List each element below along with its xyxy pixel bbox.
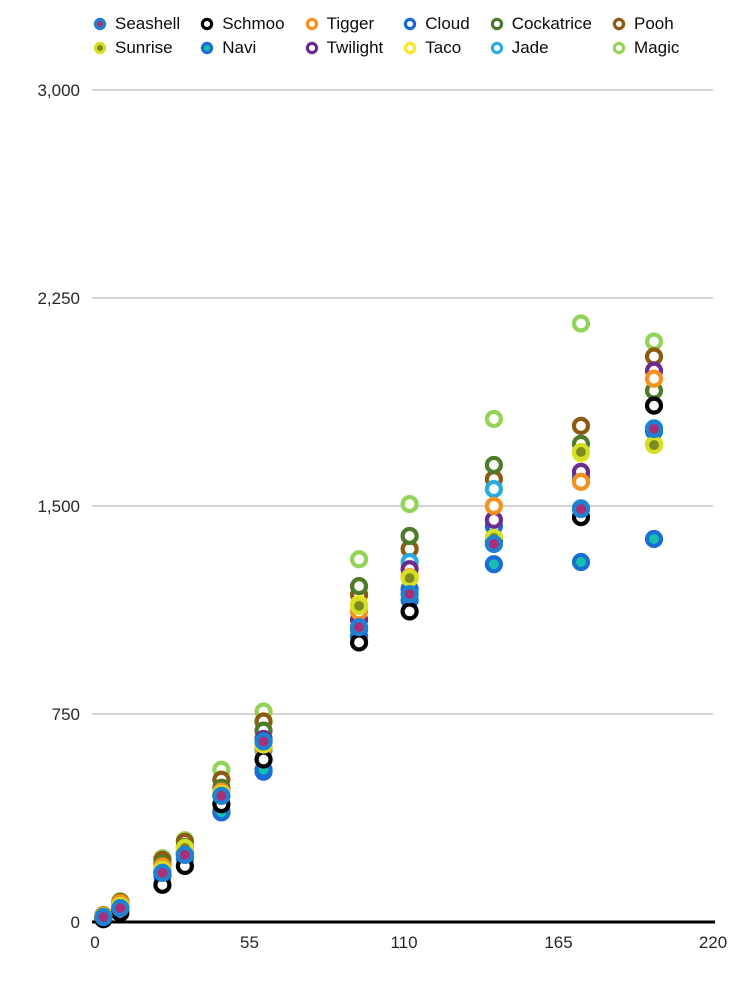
legend-label: Tigger xyxy=(326,14,375,33)
point-sunrise-173 xyxy=(571,442,591,462)
x-tick-label-110: 110 xyxy=(390,933,417,952)
point-pooh-173 xyxy=(571,416,591,435)
y-tick-label-1500: 1,500 xyxy=(37,497,80,516)
taco-marker-icon xyxy=(404,41,417,55)
point-schmoo-112 xyxy=(400,602,419,621)
point-sunrise-94 xyxy=(349,596,369,615)
point-cockatrice-142 xyxy=(484,455,503,475)
y-tick-label-2250: 2,250 xyxy=(37,289,80,308)
point-sunrise-112 xyxy=(400,569,419,588)
legend-item-seashell: Seashell xyxy=(93,14,180,34)
cloud-marker-icon xyxy=(404,17,417,31)
legend-item-pooh: Pooh xyxy=(612,14,679,34)
y-tick-label-750: 750 xyxy=(52,705,80,724)
magic-marker-icon xyxy=(612,41,626,55)
legend-label: Magic xyxy=(634,38,680,57)
legend-item-taco: Taco xyxy=(403,38,469,58)
y-tick-label-3000: 3,000 xyxy=(37,81,80,100)
point-magic-94 xyxy=(349,550,369,569)
point-cockatrice-112 xyxy=(400,526,419,546)
y-tick-label-0: 0 xyxy=(71,913,80,932)
point-navi-199 xyxy=(644,529,664,549)
point-tigger-142 xyxy=(484,496,503,516)
pooh-marker-icon xyxy=(612,17,626,31)
point-schmoo-94 xyxy=(349,633,369,652)
sunrise-marker-icon xyxy=(93,41,107,55)
legend-item-tigger: Tigger xyxy=(305,14,384,34)
navi-marker-icon xyxy=(201,41,214,55)
legend-item-cockatrice: Cockatrice xyxy=(490,14,592,34)
legend-label: Taco xyxy=(425,38,462,57)
legend: Seashell Schmoo Tigger Cloud Cockatrice Pooh S… xyxy=(93,14,679,58)
legend-label: Jade xyxy=(511,38,549,57)
point-magic-199 xyxy=(644,332,664,351)
point-seashell-199 xyxy=(644,419,664,439)
point-pooh-199 xyxy=(644,347,664,366)
point-navi-173 xyxy=(571,552,591,572)
legend-label: Twilight xyxy=(326,38,384,57)
jade-marker-icon xyxy=(490,41,503,55)
legend-label: Cockatrice xyxy=(511,14,593,33)
legend-item-schmoo: Schmoo xyxy=(200,14,285,34)
legend-label: Pooh xyxy=(634,14,674,33)
point-seashell-142 xyxy=(484,534,503,554)
twilight-marker-icon xyxy=(305,41,318,55)
point-seashell-32 xyxy=(175,845,194,864)
point-magic-173 xyxy=(571,314,591,333)
x-tick-label-220: 220 xyxy=(699,933,727,952)
legend-label: Sunrise xyxy=(115,38,173,57)
point-jade-142 xyxy=(484,479,503,499)
point-seashell-112 xyxy=(400,585,419,604)
point-navi-142 xyxy=(484,555,503,574)
x-tick-label-0: 0 xyxy=(90,933,99,952)
schmoo-marker-icon xyxy=(201,17,214,31)
point-seashell-3 xyxy=(94,907,113,927)
seashell-marker-icon xyxy=(93,17,107,31)
point-sunrise-199 xyxy=(644,435,664,455)
cockatrice-marker-icon xyxy=(490,17,503,31)
point-magic-112 xyxy=(400,494,419,514)
legend-item-sunrise: Sunrise xyxy=(93,38,180,58)
legend-item-cloud: Cloud xyxy=(403,14,470,34)
legend-item-jade: Jade xyxy=(490,38,592,58)
legend-item-magic: Magic xyxy=(612,38,679,58)
tigger-marker-icon xyxy=(305,17,318,31)
point-seashell-45 xyxy=(212,786,231,805)
x-tick-label-165: 165 xyxy=(544,933,572,952)
point-tigger-199 xyxy=(644,369,664,388)
point-cockatrice-94 xyxy=(349,577,369,596)
legend-label: Seashell xyxy=(115,14,181,33)
legend-item-navi: Navi xyxy=(200,38,284,58)
x-tick-label-55: 55 xyxy=(240,933,259,952)
legend-item-twilight: Twilight xyxy=(305,38,384,58)
legend-label: Cloud xyxy=(425,14,470,33)
point-seashell-24 xyxy=(153,863,172,883)
point-magic-142 xyxy=(484,409,503,429)
point-tigger-173 xyxy=(571,472,591,491)
point-schmoo-199 xyxy=(644,396,664,415)
point-seashell-173 xyxy=(571,499,591,519)
legend-label: Schmoo xyxy=(222,14,285,33)
point-seashell-9 xyxy=(111,899,130,918)
legend-label: Navi xyxy=(222,38,257,57)
point-seashell-94 xyxy=(349,618,369,637)
point-schmoo-60 xyxy=(254,750,273,769)
point-seashell-60 xyxy=(254,732,273,751)
